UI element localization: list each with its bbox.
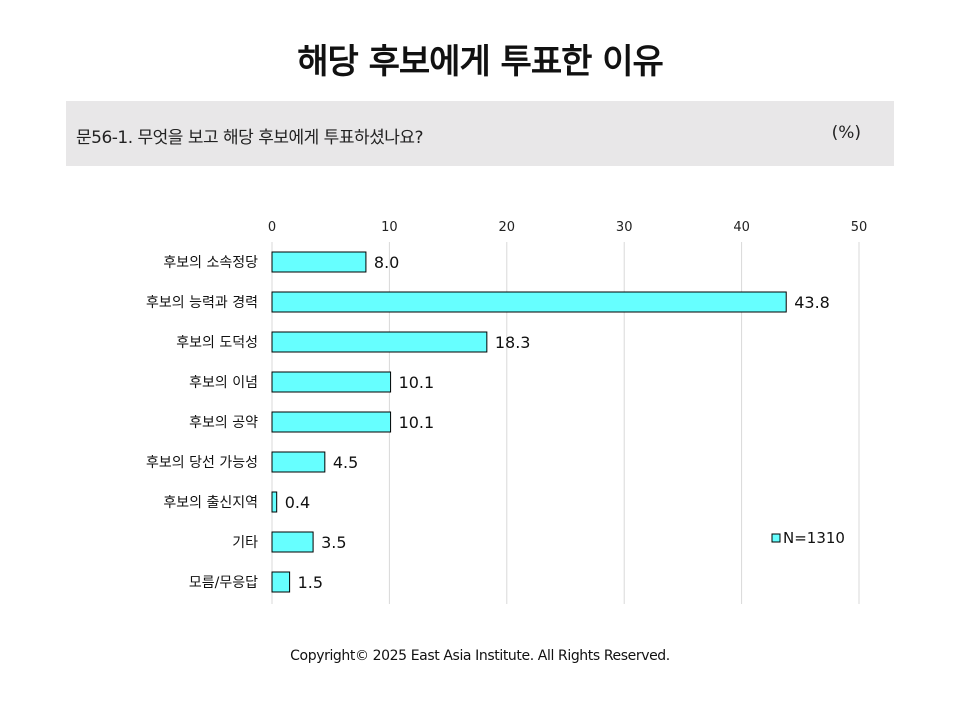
data-label: 8.0 bbox=[374, 253, 399, 272]
category-label: 후보의 능력과 경력 bbox=[146, 295, 258, 311]
category-label: 후보의 소속정당 bbox=[163, 255, 258, 271]
x-tick-label: 0 bbox=[268, 220, 276, 235]
data-label: 0.4 bbox=[285, 493, 310, 512]
x-tick-label: 50 bbox=[851, 220, 868, 235]
data-label: 3.5 bbox=[321, 533, 346, 552]
bar bbox=[271, 531, 314, 553]
category-label: 후보의 도덕성 bbox=[176, 335, 258, 351]
x-tick-label: 10 bbox=[381, 220, 398, 235]
x-tick-label: 20 bbox=[499, 220, 516, 235]
data-label: 4.5 bbox=[333, 453, 358, 472]
bar bbox=[271, 451, 326, 473]
bar bbox=[271, 491, 278, 513]
category-label: 후보의 당선 가능성 bbox=[146, 455, 258, 471]
bar bbox=[271, 291, 787, 313]
bar bbox=[271, 571, 291, 593]
bar bbox=[271, 331, 488, 353]
bar bbox=[271, 371, 392, 393]
bar bbox=[271, 251, 367, 273]
data-label: 18.3 bbox=[495, 333, 531, 352]
category-label: 후보의 공약 bbox=[189, 415, 258, 431]
data-label: 10.1 bbox=[399, 373, 435, 392]
x-tick-label: 30 bbox=[616, 220, 633, 235]
legend-swatch bbox=[771, 533, 781, 543]
data-label: 1.5 bbox=[298, 573, 323, 592]
category-label: 후보의 이념 bbox=[189, 375, 258, 391]
category-label: 후보의 출신지역 bbox=[163, 495, 258, 511]
copyright-text: Copyright© 2025 East Asia Institute. All… bbox=[290, 648, 670, 664]
category-label: 기타 bbox=[232, 535, 258, 551]
x-tick-label: 40 bbox=[733, 220, 750, 235]
unit-label: (%) bbox=[831, 123, 861, 143]
bar bbox=[271, 411, 392, 433]
question-text: 문56-1. 무엇을 보고 해당 후보에게 투표하셨나요? bbox=[76, 128, 424, 148]
data-label: 10.1 bbox=[399, 413, 435, 432]
category-label: 모름/무응답 bbox=[189, 575, 258, 591]
data-label: 43.8 bbox=[794, 293, 830, 312]
legend-label: N=1310 bbox=[783, 529, 845, 547]
question-box: 문56-1. 무엇을 보고 해당 후보에게 투표하셨나요? (%) bbox=[66, 101, 894, 166]
page-title: 해당 후보에게 투표한 이유 bbox=[297, 42, 664, 82]
